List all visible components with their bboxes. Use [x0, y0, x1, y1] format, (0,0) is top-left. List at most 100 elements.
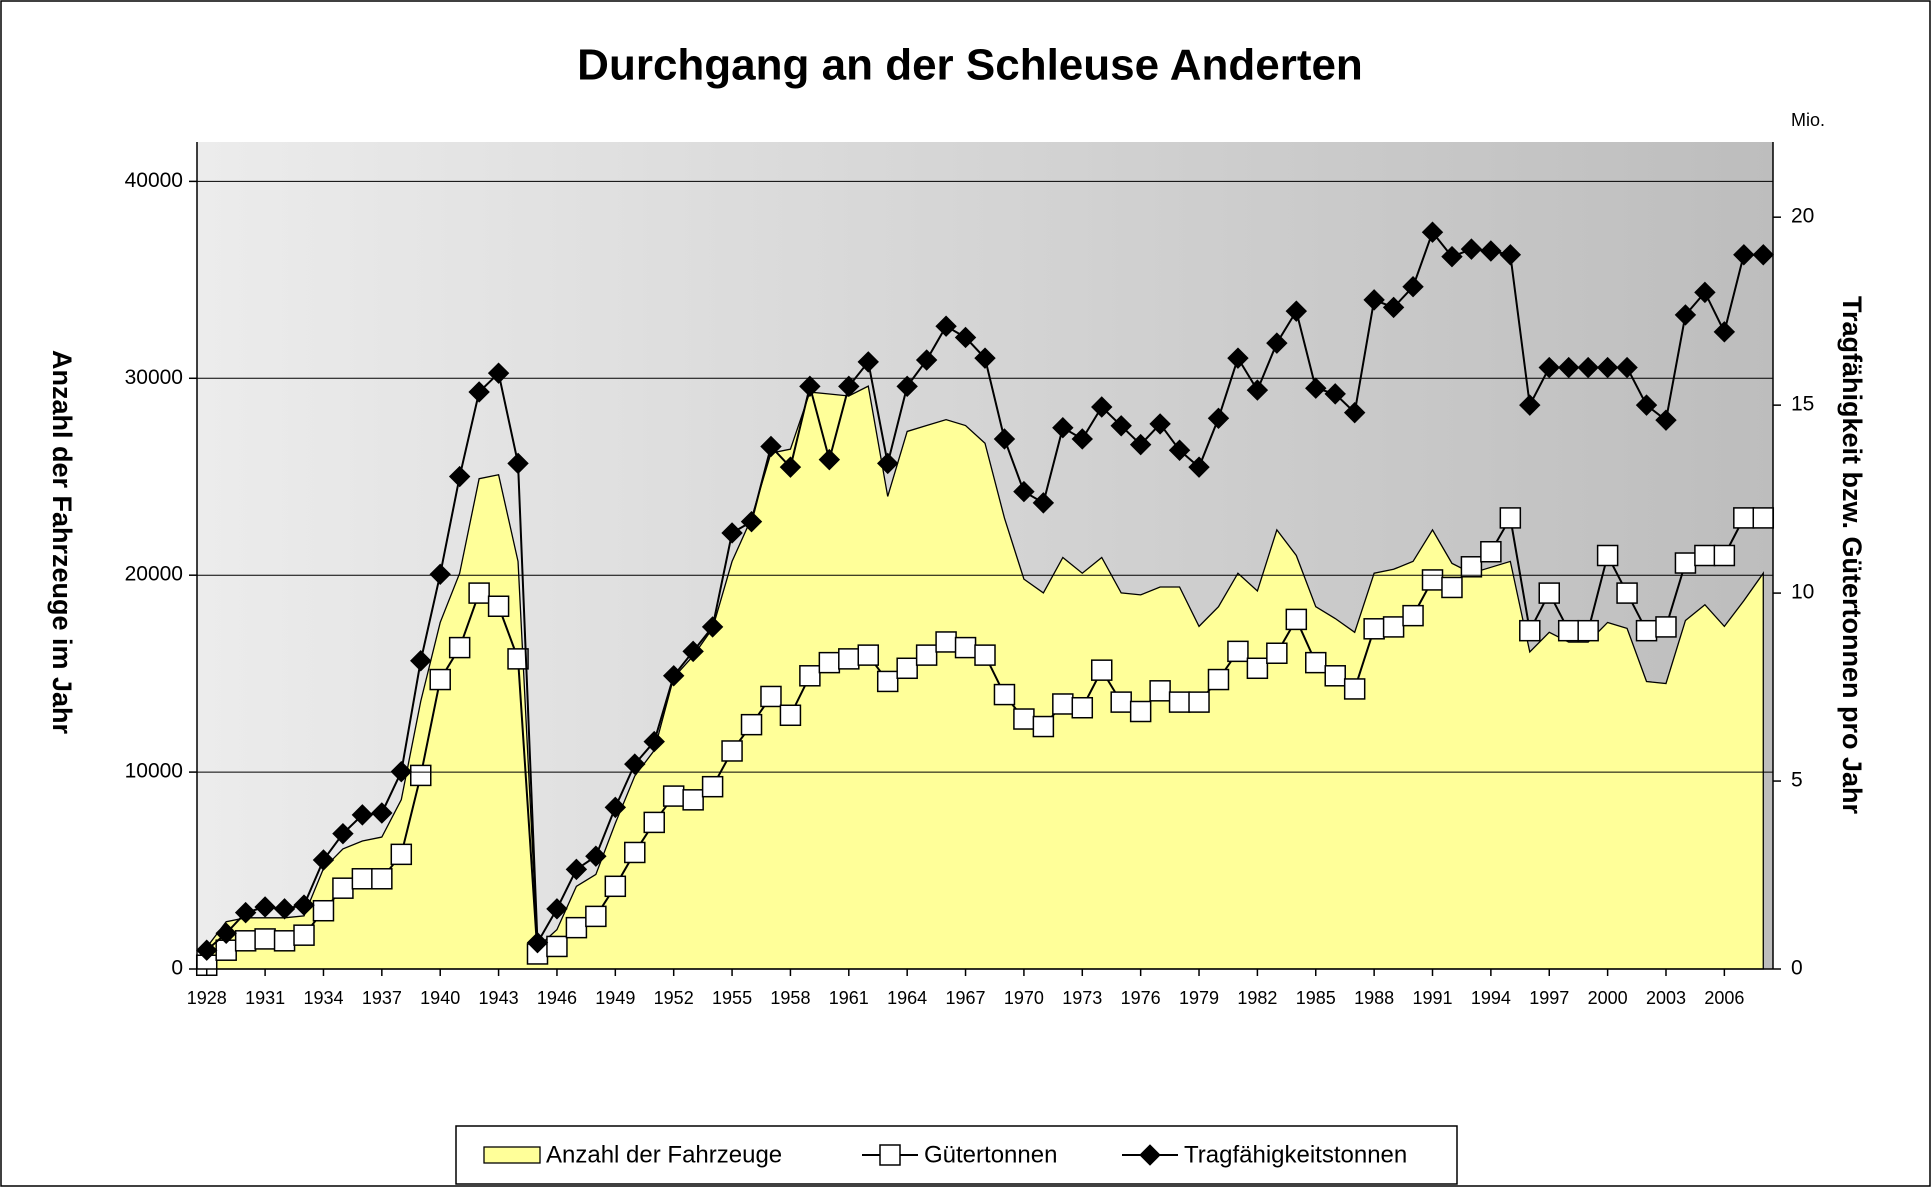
- y-tick-label: 10000: [125, 760, 183, 783]
- square-marker: [585, 905, 607, 928]
- chart-title: Durchgang an der Schleuse Anderten: [577, 41, 1363, 90]
- diamond-marker: [254, 896, 276, 918]
- x-tick-label: 1955: [712, 988, 752, 1008]
- y-tick-label: 20000: [125, 563, 183, 586]
- square-marker: [701, 775, 724, 798]
- square-marker: [954, 636, 977, 659]
- diamond-marker: [215, 922, 237, 944]
- diamond-marker: [1402, 276, 1424, 298]
- x-tick-label: 1979: [1179, 988, 1219, 1008]
- diamond-marker: [1713, 321, 1736, 343]
- diamond-marker: [954, 326, 977, 349]
- x-tick-label: 1994: [1471, 988, 1511, 1008]
- series-group: [206, 385, 1764, 970]
- legend-box: [455, 1125, 1458, 1185]
- square-marker: [1071, 696, 1094, 719]
- square-marker: [1110, 691, 1132, 713]
- square-marker: [1635, 619, 1658, 642]
- x-tick-label: 1982: [1237, 988, 1277, 1008]
- y2-tick-label: 10: [1791, 581, 1814, 604]
- x-tick-label: 1991: [1412, 988, 1452, 1008]
- diamond-marker: [1071, 428, 1093, 450]
- x-tick-label: 1949: [595, 988, 635, 1008]
- diamond-marker: [1149, 413, 1171, 435]
- x-tick-label: 2003: [1646, 988, 1686, 1008]
- diamond-marker: [877, 452, 899, 475]
- square-marker: [1616, 582, 1638, 604]
- square-marker: [1460, 556, 1483, 578]
- y-tick-label: 30000: [125, 366, 183, 389]
- square-marker: [1305, 651, 1327, 674]
- diamond-marker: [1266, 332, 1288, 354]
- square-marker: [1519, 619, 1541, 642]
- legend-label: Anzahl der Fahrzeuge: [546, 1141, 782, 1168]
- square-marker: [1674, 552, 1697, 574]
- square-marker: [1402, 604, 1424, 627]
- square-marker: [1032, 715, 1055, 738]
- diamond-marker: [1207, 407, 1230, 430]
- square-marker: [896, 657, 918, 680]
- diamond-marker: [915, 349, 938, 371]
- square-marker: [565, 916, 588, 939]
- square-marker: [487, 595, 510, 617]
- square-marker: [507, 648, 529, 670]
- diamond-marker: [273, 898, 296, 920]
- x-tick-label: 1931: [245, 988, 285, 1008]
- diamond-marker: [332, 822, 354, 845]
- diamond-marker: [1227, 347, 1249, 369]
- legend-label: Tragfähigkeitstonnen: [1184, 1141, 1407, 1168]
- diamond-marker: [1441, 245, 1463, 268]
- diamond-marker: [1246, 379, 1269, 401]
- square-marker: [974, 644, 996, 666]
- square-marker: [1421, 569, 1444, 591]
- diamond-marker: [682, 640, 704, 663]
- y2-tick-label: 15: [1791, 393, 1814, 416]
- diamond-marker: [1168, 439, 1191, 461]
- x-tick-label: 1964: [887, 988, 927, 1008]
- diamond-marker: [546, 898, 568, 920]
- x-tick-label: 1988: [1354, 988, 1394, 1008]
- square-marker: [410, 764, 432, 787]
- legend-label: Gütertonnen: [924, 1141, 1057, 1168]
- diamond-marker: [1577, 356, 1599, 379]
- y2-axis-title: Tragfähigkeit bzw. Gütertonnen pro Jahr: [1837, 296, 1867, 815]
- square-marker: [915, 644, 938, 666]
- diamond-marker: [1596, 356, 1619, 379]
- diamond-marker: [1305, 377, 1327, 399]
- diamond-marker: [1460, 238, 1483, 260]
- x-tick-label: 1976: [1121, 988, 1161, 1008]
- diamond-marker: [1538, 356, 1560, 379]
- square-marker: [293, 924, 315, 946]
- square-marker: [818, 651, 841, 674]
- x-tick-label: 1952: [654, 988, 694, 1008]
- diamond-marker: [1091, 396, 1113, 418]
- diamond-marker: [1694, 281, 1716, 304]
- diamond-marker: [779, 456, 802, 478]
- square-marker: [254, 928, 276, 950]
- square-marker: [1266, 642, 1288, 664]
- square-marker: [857, 644, 880, 666]
- diamond-marker: [1733, 244, 1755, 266]
- x-tick-label: 1970: [1004, 988, 1044, 1008]
- diamond-marker: [818, 448, 841, 471]
- diamond-marker: [196, 939, 218, 961]
- x-tick-label: 1967: [946, 988, 986, 1008]
- diamond-marker: [1655, 409, 1677, 431]
- diamond-marker: [351, 804, 374, 826]
- x-tick-label: 1928: [187, 988, 227, 1008]
- square-marker: [1596, 544, 1619, 567]
- diamond-marker: [662, 665, 685, 687]
- square-marker: [1441, 576, 1463, 599]
- diamond-marker: [760, 435, 782, 458]
- x-tick-label: 1961: [829, 988, 869, 1008]
- square-marker: [879, 1144, 901, 1166]
- square-marker: [1090, 659, 1113, 681]
- square-marker: [876, 670, 899, 693]
- diamond-marker: [993, 428, 1016, 450]
- square-marker: [604, 875, 627, 898]
- diamond-marker: [1013, 480, 1035, 503]
- diamond-marker: [857, 351, 879, 373]
- diamond-marker: [1382, 296, 1405, 319]
- diamond-marker: [624, 753, 646, 775]
